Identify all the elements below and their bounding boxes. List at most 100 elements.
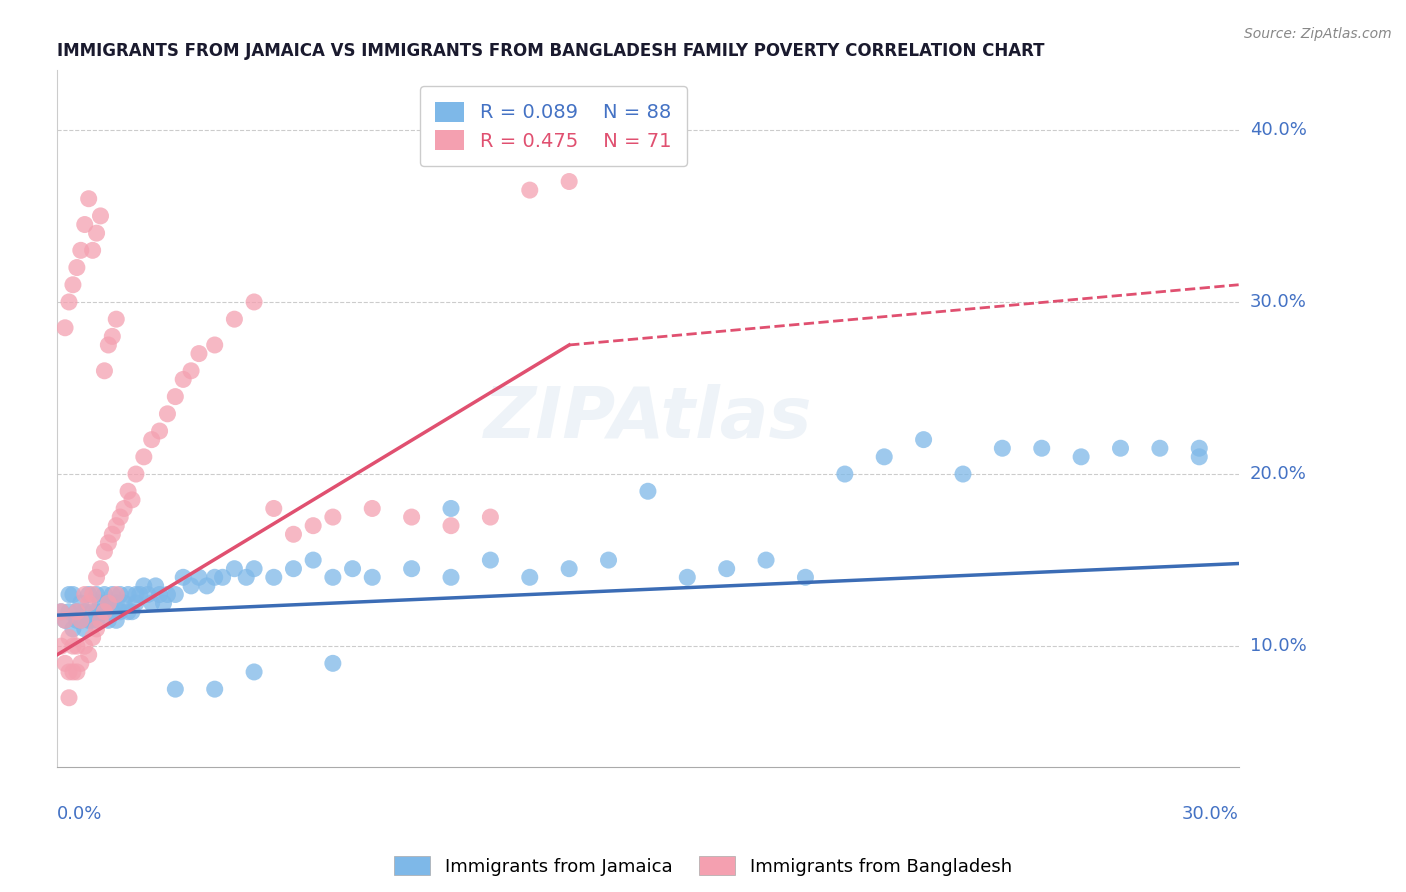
- Point: [97, 613, 120, 627]
- Point: [49, 639, 72, 653]
- Point: [440, 518, 463, 533]
- Point: [89, 209, 111, 223]
- Point: [873, 450, 896, 464]
- Point: [105, 312, 128, 326]
- Point: [58, 665, 80, 679]
- Text: ZIPAtlas: ZIPAtlas: [484, 384, 813, 452]
- Point: [165, 390, 187, 404]
- Point: [1070, 450, 1092, 464]
- Point: [112, 501, 135, 516]
- Point: [77, 192, 100, 206]
- Point: [637, 484, 659, 499]
- Point: [322, 657, 344, 671]
- Point: [82, 244, 104, 258]
- Point: [598, 553, 620, 567]
- Point: [121, 492, 143, 507]
- Point: [93, 605, 115, 619]
- Point: [82, 605, 104, 619]
- Point: [991, 442, 1014, 456]
- Point: [834, 467, 856, 481]
- Point: [58, 587, 80, 601]
- Point: [86, 587, 108, 601]
- Point: [952, 467, 974, 481]
- Point: [224, 312, 246, 326]
- Point: [97, 338, 120, 352]
- Legend: Immigrants from Jamaica, Immigrants from Bangladesh: Immigrants from Jamaica, Immigrants from…: [387, 849, 1019, 883]
- Point: [243, 562, 266, 576]
- Point: [188, 570, 211, 584]
- Point: [112, 596, 135, 610]
- Point: [141, 433, 163, 447]
- Point: [73, 587, 96, 601]
- Point: [794, 570, 817, 584]
- Point: [204, 338, 226, 352]
- Point: [172, 570, 194, 584]
- Point: [62, 277, 84, 292]
- Point: [108, 587, 131, 601]
- Point: [132, 450, 155, 464]
- Point: [243, 295, 266, 310]
- Point: [519, 570, 541, 584]
- Text: 0.0%: 0.0%: [58, 805, 103, 823]
- Point: [243, 665, 266, 679]
- Point: [108, 510, 131, 524]
- Point: [361, 501, 384, 516]
- Point: [125, 596, 148, 610]
- Point: [676, 570, 699, 584]
- Point: [73, 605, 96, 619]
- Point: [283, 562, 305, 576]
- Point: [401, 510, 423, 524]
- Point: [86, 226, 108, 240]
- Point: [361, 570, 384, 584]
- Point: [263, 570, 285, 584]
- Point: [73, 622, 96, 636]
- Point: [165, 587, 187, 601]
- Point: [479, 510, 502, 524]
- Text: 20.0%: 20.0%: [1250, 465, 1306, 483]
- Point: [204, 570, 226, 584]
- Point: [86, 613, 108, 627]
- Point: [66, 665, 89, 679]
- Point: [136, 587, 159, 601]
- Point: [117, 605, 139, 619]
- Point: [188, 346, 211, 360]
- Point: [97, 536, 120, 550]
- Point: [53, 657, 76, 671]
- Point: [224, 562, 246, 576]
- Point: [165, 682, 187, 697]
- Point: [101, 527, 124, 541]
- Point: [125, 467, 148, 481]
- Point: [77, 587, 100, 601]
- Point: [93, 587, 115, 601]
- Point: [69, 613, 91, 627]
- Text: 10.0%: 10.0%: [1250, 637, 1306, 655]
- Point: [86, 570, 108, 584]
- Point: [302, 518, 325, 533]
- Point: [77, 648, 100, 662]
- Point: [117, 587, 139, 601]
- Point: [82, 587, 104, 601]
- Point: [558, 174, 581, 188]
- Point: [101, 329, 124, 343]
- Point: [73, 218, 96, 232]
- Point: [195, 579, 218, 593]
- Point: [66, 639, 89, 653]
- Point: [180, 579, 202, 593]
- Point: [117, 484, 139, 499]
- Point: [716, 562, 738, 576]
- Point: [172, 372, 194, 386]
- Point: [1109, 442, 1132, 456]
- Point: [180, 364, 202, 378]
- Text: 30.0%: 30.0%: [1182, 805, 1239, 823]
- Point: [322, 510, 344, 524]
- Point: [1188, 442, 1211, 456]
- Point: [101, 587, 124, 601]
- Point: [66, 605, 89, 619]
- Point: [156, 407, 179, 421]
- Point: [105, 596, 128, 610]
- Point: [1031, 442, 1053, 456]
- Point: [519, 183, 541, 197]
- Text: 40.0%: 40.0%: [1250, 121, 1306, 139]
- Point: [69, 613, 91, 627]
- Point: [1188, 450, 1211, 464]
